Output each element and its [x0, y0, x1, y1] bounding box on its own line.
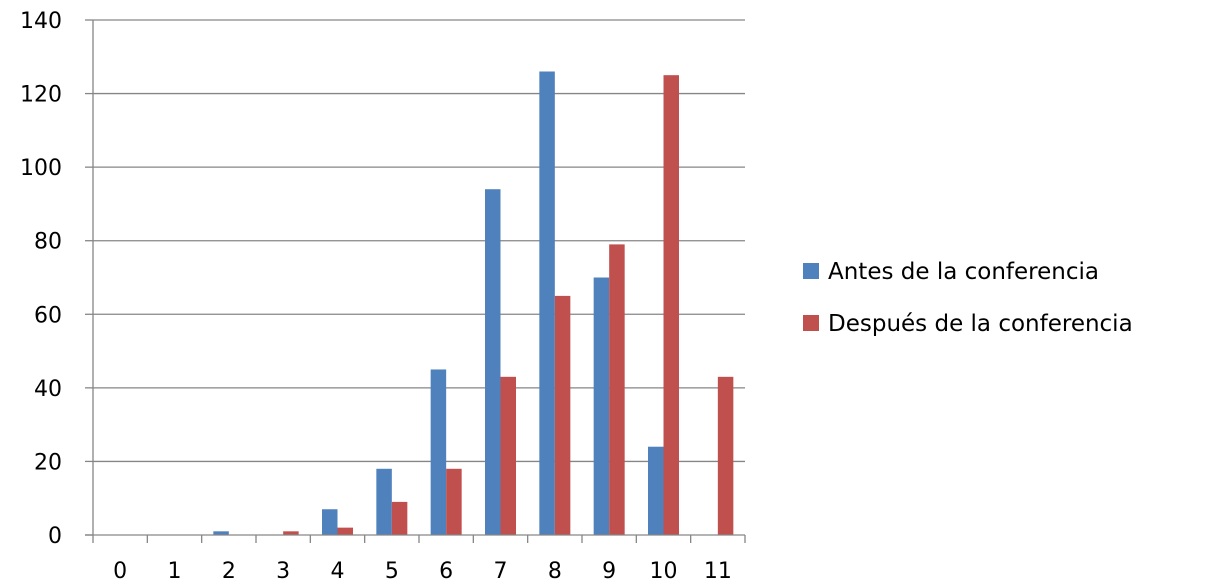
y-tick-label: 100: [20, 156, 62, 181]
y-tick-label: 140: [20, 9, 62, 34]
x-tick-label: 5: [385, 559, 399, 584]
x-tick-label: 4: [331, 559, 345, 584]
bar-despues-8: [554, 295, 571, 535]
bar-antes-6: [430, 369, 447, 535]
y-tick-label: 20: [34, 450, 62, 475]
bar-despues-9: [609, 244, 625, 535]
bar-antes-5: [376, 468, 392, 535]
bar-antes-4: [322, 509, 338, 535]
x-tick-label: 3: [276, 559, 290, 584]
y-tick-label: 80: [34, 230, 62, 255]
y-axis-tick-labels: 0 20 40 60 80 100 120 140: [20, 9, 62, 549]
bar-antes-10: [648, 446, 664, 535]
y-tick-label: 0: [48, 524, 62, 549]
legend-label-despues: Después de la conferencia: [828, 311, 1133, 337]
x-tick-label: 1: [168, 559, 182, 584]
legend: Antes de la conferencia Después de la con…: [803, 259, 1133, 337]
x-tick-label: 6: [439, 559, 453, 584]
bar-despues-5: [391, 501, 408, 535]
legend-swatch-antes: [803, 263, 819, 279]
bar-antes-2: [213, 531, 229, 535]
legend-swatch-despues: [803, 315, 819, 331]
legend-label-antes: Antes de la conferencia: [828, 259, 1099, 285]
x-axis-tick-labels: 0 1 2 3 4 5 6 7 8 9 10 11: [113, 559, 732, 584]
axes: [85, 19, 746, 543]
x-tick-label: 2: [222, 559, 236, 584]
bar-despues-3: [283, 531, 299, 535]
bar-antes-9: [593, 277, 610, 535]
x-tick-label: 10: [650, 559, 678, 584]
bars: [213, 71, 734, 535]
y-tick-label: 40: [34, 377, 62, 402]
x-tick-label: 9: [602, 559, 616, 584]
x-tick-label: 0: [113, 559, 127, 584]
x-tick-label: 11: [704, 559, 732, 584]
bar-despues-11: [717, 376, 734, 535]
bar-despues-7: [500, 376, 516, 535]
x-tick-label: 8: [548, 559, 562, 584]
bar-antes-8: [539, 71, 555, 535]
gridlines: [93, 19, 745, 463]
bar-despues-6: [446, 468, 462, 535]
x-tick-label: 7: [494, 559, 508, 584]
bar-despues-10: [663, 75, 679, 535]
bar-despues-4: [337, 527, 353, 535]
y-tick-label: 60: [34, 303, 62, 328]
bar-antes-7: [485, 189, 501, 535]
y-tick-label: 120: [20, 83, 62, 108]
